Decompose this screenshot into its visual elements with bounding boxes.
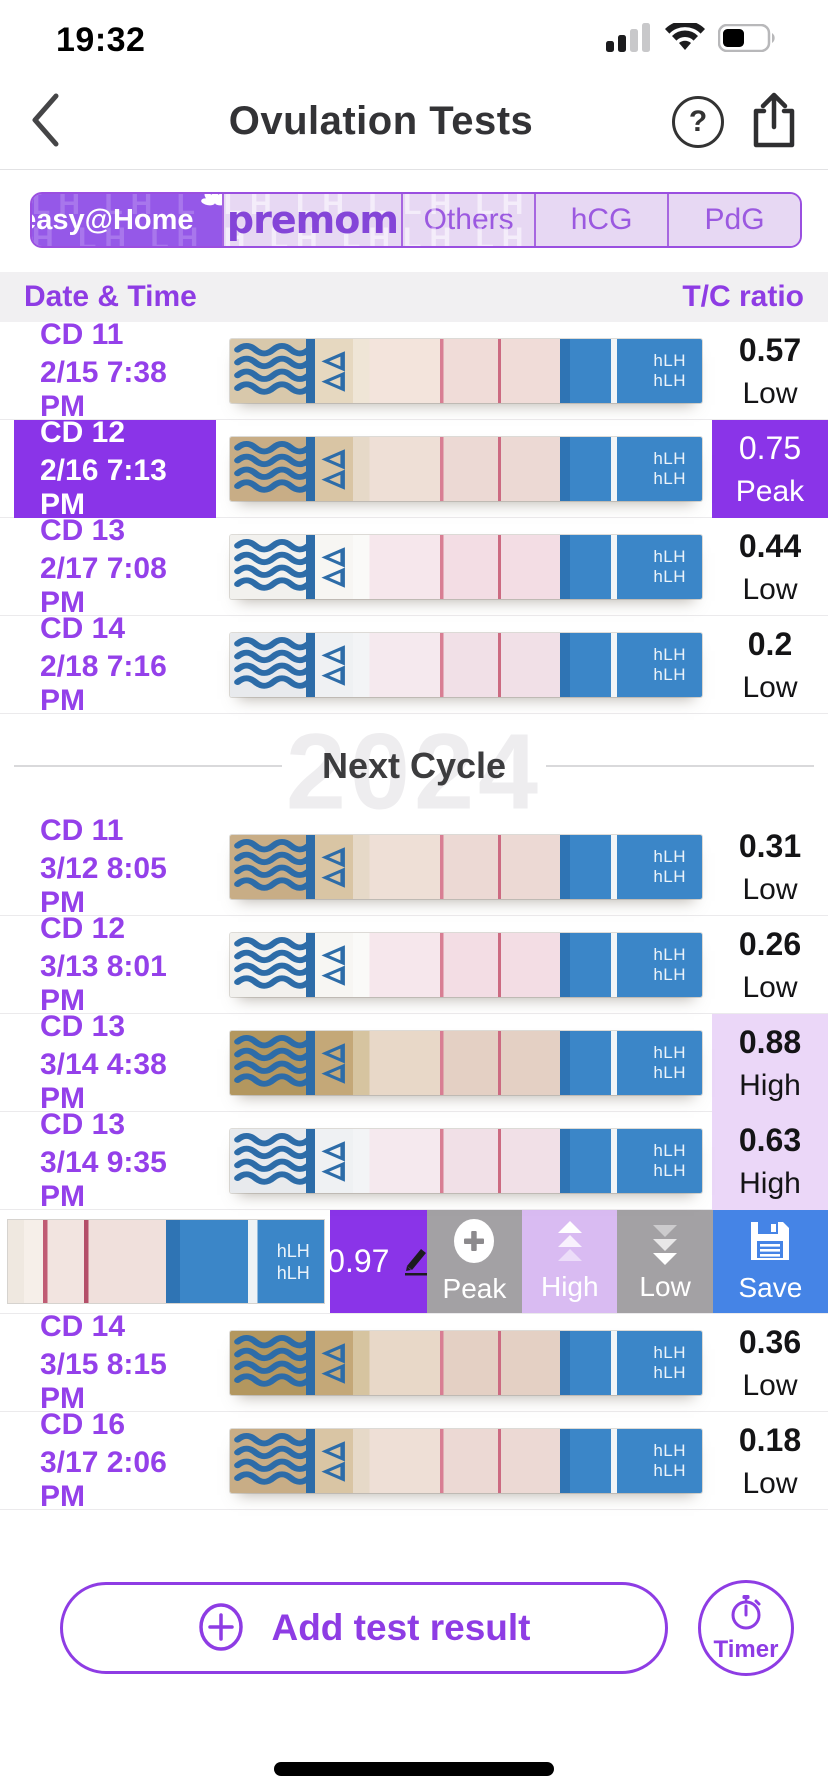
- table-row: CD 14 2/18 7:16 PM hLH hLH 0.2 Low: [0, 612, 828, 717]
- table-row: CD 16 3/17 2:06 PM hLH hLH 0.18 Low: [0, 1408, 828, 1513]
- tab-pdg[interactable]: PdG: [669, 194, 800, 246]
- test-strip-photo[interactable]: hLH hLH: [230, 933, 702, 997]
- battery-icon: [717, 23, 776, 57]
- date-cell[interactable]: CD 12 2/16 7:13 PM: [14, 416, 216, 521]
- ratio-cell[interactable]: 0.44 Low: [738, 527, 802, 606]
- test-strip-photo[interactable]: hLH hLH: [230, 437, 702, 501]
- ratio-cell[interactable]: 0.18 Low: [738, 1421, 802, 1500]
- add-test-result-button[interactable]: Add test result: [60, 1582, 668, 1674]
- test-strip-photo[interactable]: hLH hLH: [230, 535, 702, 599]
- ratio-value-edit[interactable]: 0.97: [327, 1210, 429, 1313]
- tab-others[interactable]: LH LH LH LH LH LH LH LH LH LH LH LH Othe…: [403, 194, 537, 246]
- column-tc-ratio: T/C ratio: [682, 280, 804, 313]
- mark-high-button[interactable]: High: [522, 1210, 618, 1313]
- tab-hcg[interactable]: hCG: [536, 194, 670, 246]
- date-cell[interactable]: CD 13 3/14 9:35 PM: [40, 1108, 167, 1213]
- pencil-edit-icon: [397, 1244, 429, 1279]
- table-row-selected: CD 12 2/16 7:13 PM hLH hLH 0.75 Peak: [0, 416, 828, 521]
- date-cell[interactable]: CD 11 3/12 8:05 PM: [40, 814, 167, 919]
- table-row: CD 12 3/13 8:01 PM hLH hLH 0.26 Low: [0, 912, 828, 1017]
- share-button[interactable]: [750, 91, 798, 152]
- share-icon: [750, 92, 798, 152]
- tab-label: Others: [423, 203, 514, 236]
- mark-peak-button[interactable]: Peak: [426, 1210, 523, 1313]
- ratio-cell[interactable]: 0.31 Low: [738, 827, 802, 906]
- ratio-cell[interactable]: 0.57 Low: [738, 331, 802, 410]
- table-row: CD 14 3/15 8:15 PM hLH hLH 0.36 Low: [0, 1310, 828, 1415]
- table-column-header: Date & Time T/C ratio: [0, 272, 828, 322]
- table-row: CD 13 2/17 7:08 PM hLH hLH 0.44 Low: [0, 514, 828, 619]
- date-cell[interactable]: CD 12 3/13 8:01 PM: [40, 912, 167, 1017]
- date-cell[interactable]: CD 14 2/18 7:16 PM: [40, 612, 167, 717]
- test-result-list: CD 11 2/15 7:38 PM hLH hLH 0.57 Low CD 12…: [0, 318, 828, 1513]
- floppy-disk-save-icon: [748, 1219, 792, 1266]
- wifi-icon: [664, 20, 706, 58]
- table-row: CD 13 3/14 9:35 PM hLH hLH 0.63 High: [0, 1108, 828, 1213]
- ratio-cell[interactable]: 0.88 High: [712, 1014, 828, 1112]
- tab-easy-at-home[interactable]: LH LH LH LH LH LH LH LH LH LH LH LH easy…: [32, 194, 224, 246]
- column-date-time: Date & Time: [24, 280, 197, 313]
- test-strip-photo[interactable]: hLH hLH: [230, 835, 702, 899]
- clock: 19:32: [56, 21, 146, 59]
- timer-button[interactable]: Timer: [698, 1580, 794, 1676]
- test-strip-photo[interactable]: hLH hLH: [230, 339, 702, 403]
- ratio-cell[interactable]: 0.36 Low: [738, 1323, 802, 1402]
- tab-label: PdG: [704, 203, 765, 236]
- test-type-tabs: LH LH LH LH LH LH LH LH LH LH LH LH easy…: [30, 192, 802, 248]
- test-strip-photo[interactable]: hLH hLH: [230, 1129, 702, 1193]
- ratio-cell[interactable]: 0.63 High: [712, 1112, 828, 1210]
- plus-circle-icon: [451, 1218, 497, 1267]
- nav-header: Ovulation Tests ?: [0, 74, 828, 170]
- triple-down-arrow-icon: [647, 1221, 683, 1265]
- page-title: Ovulation Tests: [228, 99, 534, 143]
- flower-icon: [198, 194, 222, 231]
- plus-circle-outline-icon: [197, 1602, 245, 1654]
- stopwatch-icon: [727, 1593, 765, 1634]
- ratio-cell[interactable]: 0.75 Peak: [712, 420, 828, 518]
- footer-actions: Add test result Timer: [0, 1580, 828, 1676]
- date-cell[interactable]: CD 11 2/15 7:38 PM: [40, 318, 167, 423]
- ratio-cell[interactable]: 0.26 Low: [738, 925, 802, 1004]
- next-cycle-divider: 2024 Next Cycle: [0, 711, 828, 832]
- premom-logo: premom: [226, 198, 399, 242]
- question-mark-icon: ?: [688, 104, 708, 138]
- test-strip-photo[interactable]: hLH hLH: [230, 1331, 702, 1395]
- mark-low-button[interactable]: Low: [617, 1210, 713, 1313]
- status-bar: 19:32: [0, 0, 828, 62]
- tab-label: hCG: [570, 203, 633, 236]
- pending-result-row: hLH hLH 0.97 Peak High: [0, 1210, 828, 1314]
- date-cell[interactable]: CD 16 3/17 2:06 PM: [40, 1408, 167, 1513]
- next-cycle-label: Next Cycle: [321, 745, 507, 786]
- table-row: CD 11 3/12 8:05 PM hLH hLH 0.31 Low: [0, 814, 828, 919]
- pending-strip-photo[interactable]: hLH hLH: [8, 1220, 324, 1303]
- date-cell[interactable]: CD 14 3/15 8:15 PM: [40, 1310, 167, 1415]
- back-chevron-icon: [30, 93, 60, 150]
- table-row: CD 13 3/14 4:38 PM hLH hLH 0.88 High: [0, 1010, 828, 1115]
- ratio-cell[interactable]: 0.2 Low: [742, 625, 798, 704]
- date-cell[interactable]: CD 13 2/17 7:08 PM: [40, 514, 167, 619]
- help-button[interactable]: ?: [672, 95, 724, 148]
- test-strip-photo[interactable]: hLH hLH: [230, 1031, 702, 1095]
- tab-premom[interactable]: LH LH LH LH LH LH LH LH LH LH LH LH prem…: [223, 194, 404, 246]
- home-indicator[interactable]: [274, 1762, 554, 1776]
- table-row: CD 11 2/15 7:38 PM hLH hLH 0.57 Low: [0, 318, 828, 423]
- cellular-signal-icon: [606, 23, 652, 58]
- back-button[interactable]: [30, 92, 90, 152]
- date-cell[interactable]: CD 13 3/14 4:38 PM: [40, 1010, 167, 1115]
- save-button[interactable]: Save: [712, 1210, 828, 1313]
- test-strip-photo[interactable]: hLH hLH: [230, 633, 702, 697]
- triple-up-arrow-icon: [552, 1220, 588, 1265]
- test-strip-photo[interactable]: hLH hLH: [230, 1429, 702, 1493]
- easy-at-home-logo: easy@Home: [32, 194, 222, 237]
